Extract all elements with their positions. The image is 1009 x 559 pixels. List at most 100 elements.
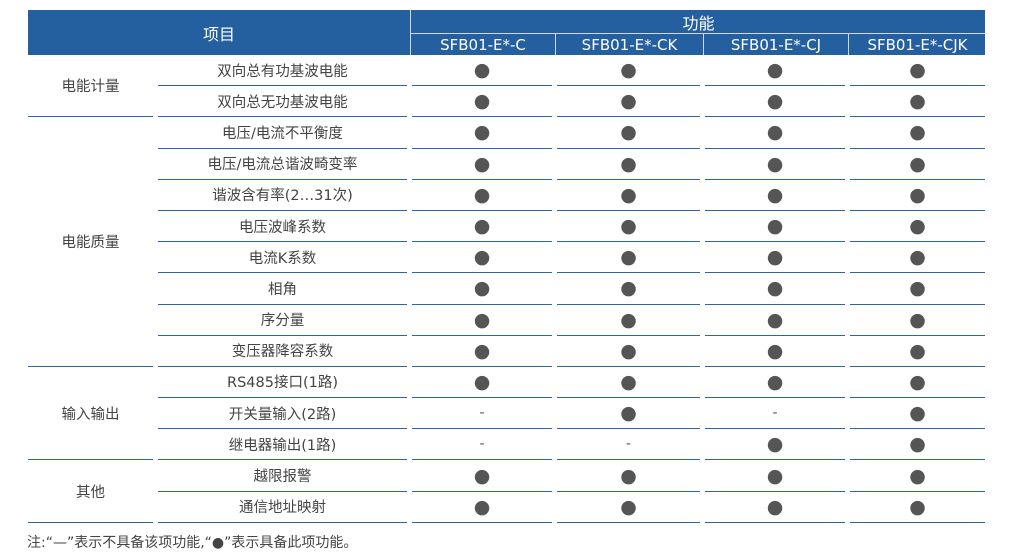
feature-cell: ● xyxy=(705,55,845,87)
supported-dot-icon: ● xyxy=(766,464,784,487)
supported-dot-icon: ● xyxy=(766,370,784,393)
table-header: 项目 功能 SFB01-E*-C SFB01-E*-CK SFB01-E*-CJ… xyxy=(28,10,986,55)
footnote: 注:“—”表示不具备该项功能,“●”表示具备此项功能。 xyxy=(27,535,358,551)
feature-cell: ● xyxy=(412,336,552,367)
item-label: 序分量 xyxy=(158,305,407,336)
feature-cell: ● xyxy=(557,460,700,492)
supported-dot-icon: ● xyxy=(909,246,926,269)
feature-cell: ● xyxy=(850,429,985,461)
group-label: 电能计量 xyxy=(28,55,153,118)
feature-cell: ● xyxy=(705,86,845,118)
feature-table: 电能计量 双向总有功基波电能 ● ● ● ● 双向总无功基波电能 ● ● ● ● 电能质量 电压/电流不… xyxy=(28,55,985,523)
supported-dot-icon: ● xyxy=(909,152,926,175)
supported-dot-icon: ● xyxy=(620,152,637,175)
feature-cell: ● xyxy=(412,492,552,523)
feature-cell: ● xyxy=(557,336,700,367)
supported-dot-icon: ● xyxy=(473,121,491,144)
feature-cell: ● xyxy=(705,242,845,274)
feature-cell: ● xyxy=(557,273,700,305)
feature-cell: ● xyxy=(557,398,700,430)
item-label: 相角 xyxy=(158,273,407,305)
supported-dot-icon: ● xyxy=(473,308,491,331)
feature-cell: ● xyxy=(557,367,700,399)
supported-dot-icon: ● xyxy=(766,121,784,144)
not-supported-dash: - xyxy=(772,405,778,422)
supported-dot-icon: ● xyxy=(766,183,784,206)
header-model: SFB01-E*-CK xyxy=(555,34,703,55)
feature-cell: ● xyxy=(557,117,700,149)
feature-cell: - xyxy=(412,398,552,430)
supported-dot-icon: ● xyxy=(620,464,637,487)
supported-dot-icon: ● xyxy=(473,370,491,393)
supported-dot-icon: ● xyxy=(909,277,926,300)
feature-cell: ● xyxy=(850,211,985,243)
supported-dot-icon: ● xyxy=(620,246,637,269)
header-item: 项目 xyxy=(202,24,235,44)
feature-cell: - xyxy=(412,429,552,461)
item-label: 电压波峰系数 xyxy=(158,211,407,243)
feature-cell: ● xyxy=(412,242,552,274)
header-model: SFB01-E*-CJ xyxy=(703,34,848,55)
feature-cell: ● xyxy=(412,180,552,211)
feature-cell: ● xyxy=(850,398,985,430)
item-label: 电流K系数 xyxy=(158,242,407,274)
supported-dot-icon: ● xyxy=(620,402,637,425)
feature-cell: ● xyxy=(557,86,700,118)
item-label: 继电器输出(1路) xyxy=(158,429,407,461)
feature-cell: ● xyxy=(412,273,552,305)
header-model: SFB01-E*-C xyxy=(410,34,555,55)
supported-dot-icon: ● xyxy=(473,464,491,487)
feature-cell: ● xyxy=(705,429,845,461)
feature-cell: ● xyxy=(557,242,700,274)
feature-cell: ● xyxy=(557,149,700,180)
supported-dot-icon: ● xyxy=(766,246,784,269)
feature-cell: ● xyxy=(850,273,985,305)
supported-dot-icon: ● xyxy=(909,308,926,331)
supported-dot-icon: ● xyxy=(766,339,784,362)
feature-cell: ● xyxy=(557,180,700,211)
supported-dot-icon: ● xyxy=(909,90,926,113)
supported-dot-icon: ● xyxy=(909,215,926,238)
supported-dot-icon: ● xyxy=(909,121,926,144)
item-label: 双向总无功基波电能 xyxy=(158,86,407,118)
supported-dot-icon: ● xyxy=(909,183,926,206)
supported-dot-icon: ● xyxy=(473,90,491,113)
feature-cell: ● xyxy=(850,367,985,399)
supported-dot-icon: ● xyxy=(766,277,784,300)
feature-cell: ● xyxy=(850,55,985,87)
group-label: 其他 xyxy=(28,460,153,523)
supported-dot-icon: ● xyxy=(620,277,637,300)
supported-dot-icon: ● xyxy=(620,90,637,113)
feature-cell: ● xyxy=(412,460,552,492)
feature-cell: ● xyxy=(705,180,845,211)
supported-dot-icon: ● xyxy=(909,433,926,456)
supported-dot-icon: ● xyxy=(620,308,637,331)
supported-dot-icon: ● xyxy=(473,277,491,300)
item-label: RS485接口(1路) xyxy=(158,367,407,399)
supported-dot-icon: ● xyxy=(766,433,784,456)
supported-dot-icon: ● xyxy=(620,339,637,362)
supported-dot-icon: ● xyxy=(473,215,491,238)
not-supported-dash: - xyxy=(479,405,485,422)
supported-dot-icon: ● xyxy=(766,152,784,175)
supported-dot-icon: ● xyxy=(909,464,926,487)
supported-dot-icon: ● xyxy=(473,246,491,269)
feature-cell: - xyxy=(705,398,845,430)
item-label: 电压/电流不平衡度 xyxy=(158,117,407,149)
feature-cell: ● xyxy=(557,211,700,243)
item-label: 通信地址映射 xyxy=(158,492,407,523)
feature-cell: ● xyxy=(850,86,985,118)
supported-dot-icon: ● xyxy=(909,402,926,425)
feature-cell: - xyxy=(557,429,700,461)
feature-cell: ● xyxy=(705,336,845,367)
feature-cell: ● xyxy=(850,180,985,211)
feature-cell: ● xyxy=(705,367,845,399)
feature-cell: ● xyxy=(850,242,985,274)
item-label: 开关量输入(2路) xyxy=(158,398,407,430)
feature-cell: ● xyxy=(412,305,552,336)
feature-cell: ● xyxy=(412,367,552,399)
supported-dot-icon: ● xyxy=(766,59,784,82)
item-label: 双向总有功基波电能 xyxy=(158,55,407,87)
supported-dot-icon: ● xyxy=(620,59,637,82)
feature-cell: ● xyxy=(850,336,985,367)
